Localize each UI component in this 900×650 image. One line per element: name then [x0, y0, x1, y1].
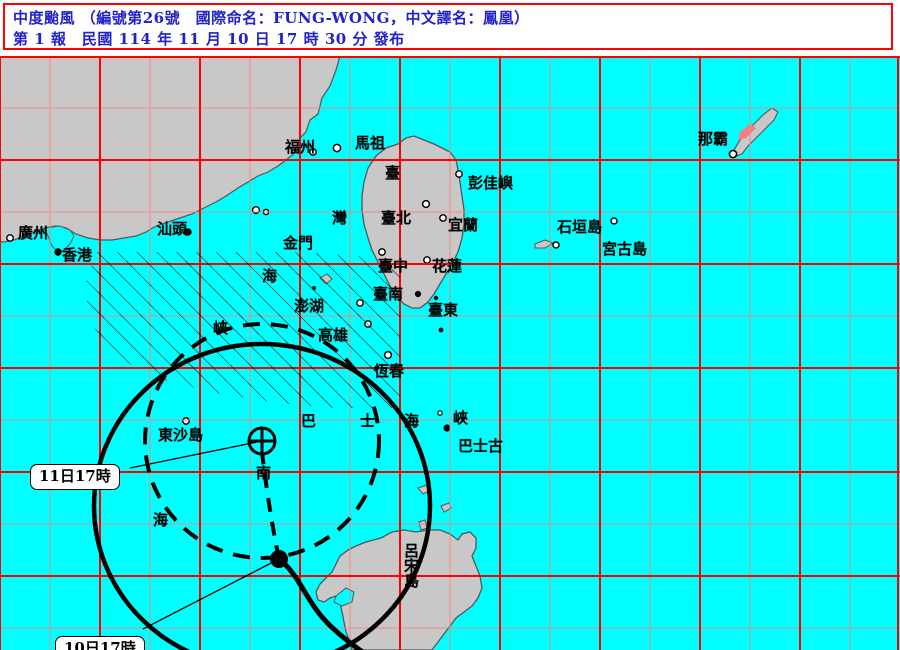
city-dot-taitung [414, 290, 422, 298]
region-label-taiwan-strait-2: 灣 [332, 209, 348, 227]
region-label-bashi-channel-1: 巴 [301, 412, 317, 430]
region-label-taiwan-strait-1: 臺 [385, 164, 401, 182]
city-dot-fuzhou [309, 148, 317, 156]
current-time-callout[interactable]: 10日17時 [55, 636, 145, 650]
place-label-taichung: 臺中 [378, 257, 409, 275]
island-babuyan-2 [440, 502, 452, 513]
region-label-bashi-channel-2: 士 [360, 412, 376, 430]
region-label-bashi-channel-3: 海 [404, 412, 420, 430]
okinawa-red-marking [738, 124, 756, 140]
place-label-bashi-gu: 巴士古 [458, 437, 504, 455]
map-canvas [0, 56, 900, 650]
place-label-fuzhou: 福州 [285, 138, 316, 156]
place-label-penghu: 澎湖 [294, 297, 325, 315]
callout-leader-current [142, 558, 280, 630]
island-matsu [332, 143, 342, 153]
place-label-kaohsiung: 高雄 [318, 326, 349, 344]
callout-leader-forecast [129, 440, 263, 469]
city-dot-hualien [423, 256, 431, 264]
region-label-south-china-sea-1: 南 [256, 464, 272, 482]
place-label-miyako: 宮古島 [602, 240, 648, 258]
place-label-kinmen: 金門 [283, 234, 314, 252]
city-dot-guangzhou [6, 234, 14, 242]
typhoon-track-map[interactable]: 廣州 香港 汕頭 福州 馬祖 金門 澎湖 彭佳嶼 臺北 宜蘭 臺中 花蓮 臺南 … [0, 56, 900, 650]
forecast-track-segment [260, 451, 281, 560]
luzon-lingayen-bay [333, 587, 355, 607]
place-label-taitung: 臺東 [428, 301, 459, 319]
island-batanes-2 [443, 424, 451, 432]
island-babuyan-3 [418, 519, 428, 531]
region-label-bashi-channel-4: 峽 [453, 409, 469, 427]
region-label-taiwan-strait-4: 峽 [213, 319, 229, 337]
island-miyako-dot [610, 217, 618, 225]
place-label-shantou: 汕頭 [157, 220, 188, 238]
place-label-pengjiayu: 彭佳嶼 [468, 174, 514, 192]
place-label-naha: 那霸 [698, 130, 729, 148]
place-label-luzon: 呂宋島 [402, 543, 420, 588]
city-dot-yilan [439, 214, 447, 222]
island-batanes-1 [437, 410, 443, 416]
bulletin-issue-line: 第 1 報 民國 114 年 11 月 10 日 17 時 30 分 發布 [13, 30, 405, 48]
bulletin-title-line: 中度颱風 （編號第26號 國際命名：FUNG-WONG，中文譯名：鳳凰） [13, 9, 530, 27]
region-label-south-china-sea-2: 海 [153, 511, 169, 529]
place-label-dongsha: 東沙島 [158, 426, 204, 444]
city-dot-taichung [378, 248, 386, 256]
island-ishigaki [534, 239, 555, 249]
city-dot-shantou [184, 228, 192, 236]
city-dot-hongkong [54, 248, 62, 256]
city-dot-naha [728, 149, 738, 159]
sea-warning-area [86, 252, 400, 408]
island-lanyu [438, 327, 444, 333]
island-pengjiayu [455, 170, 463, 178]
forecast-uncertainty-circle [143, 322, 381, 560]
place-label-ishigaki: 石垣島 [557, 218, 603, 236]
island-ishigaki-dot [552, 241, 560, 249]
place-label-hongkong: 香港 [62, 246, 93, 264]
region-label-taiwan-strait-3: 海 [262, 267, 278, 285]
place-label-matsu: 馬祖 [355, 134, 386, 152]
storm-wind-circle [91, 341, 433, 650]
island-ludao [433, 295, 439, 301]
island-dongsha [182, 417, 190, 425]
place-label-taipei: 臺北 [381, 209, 412, 227]
place-label-tainan: 臺南 [373, 285, 404, 303]
place-label-yilan: 宜蘭 [448, 216, 479, 234]
place-label-hengchun: 恆春 [374, 362, 405, 380]
city-dot-taipei [421, 199, 431, 209]
bulletin-header: 中度颱風 （編號第26號 國際命名：FUNG-WONG，中文譯名：鳳凰） 第 1… [3, 3, 893, 50]
place-label-guangzhou: 廣州 [18, 224, 49, 242]
place-label-hualien: 花蓮 [432, 257, 463, 275]
forecast-time-callout[interactable]: 11日17時 [30, 464, 120, 490]
past-track-line [277, 557, 365, 650]
